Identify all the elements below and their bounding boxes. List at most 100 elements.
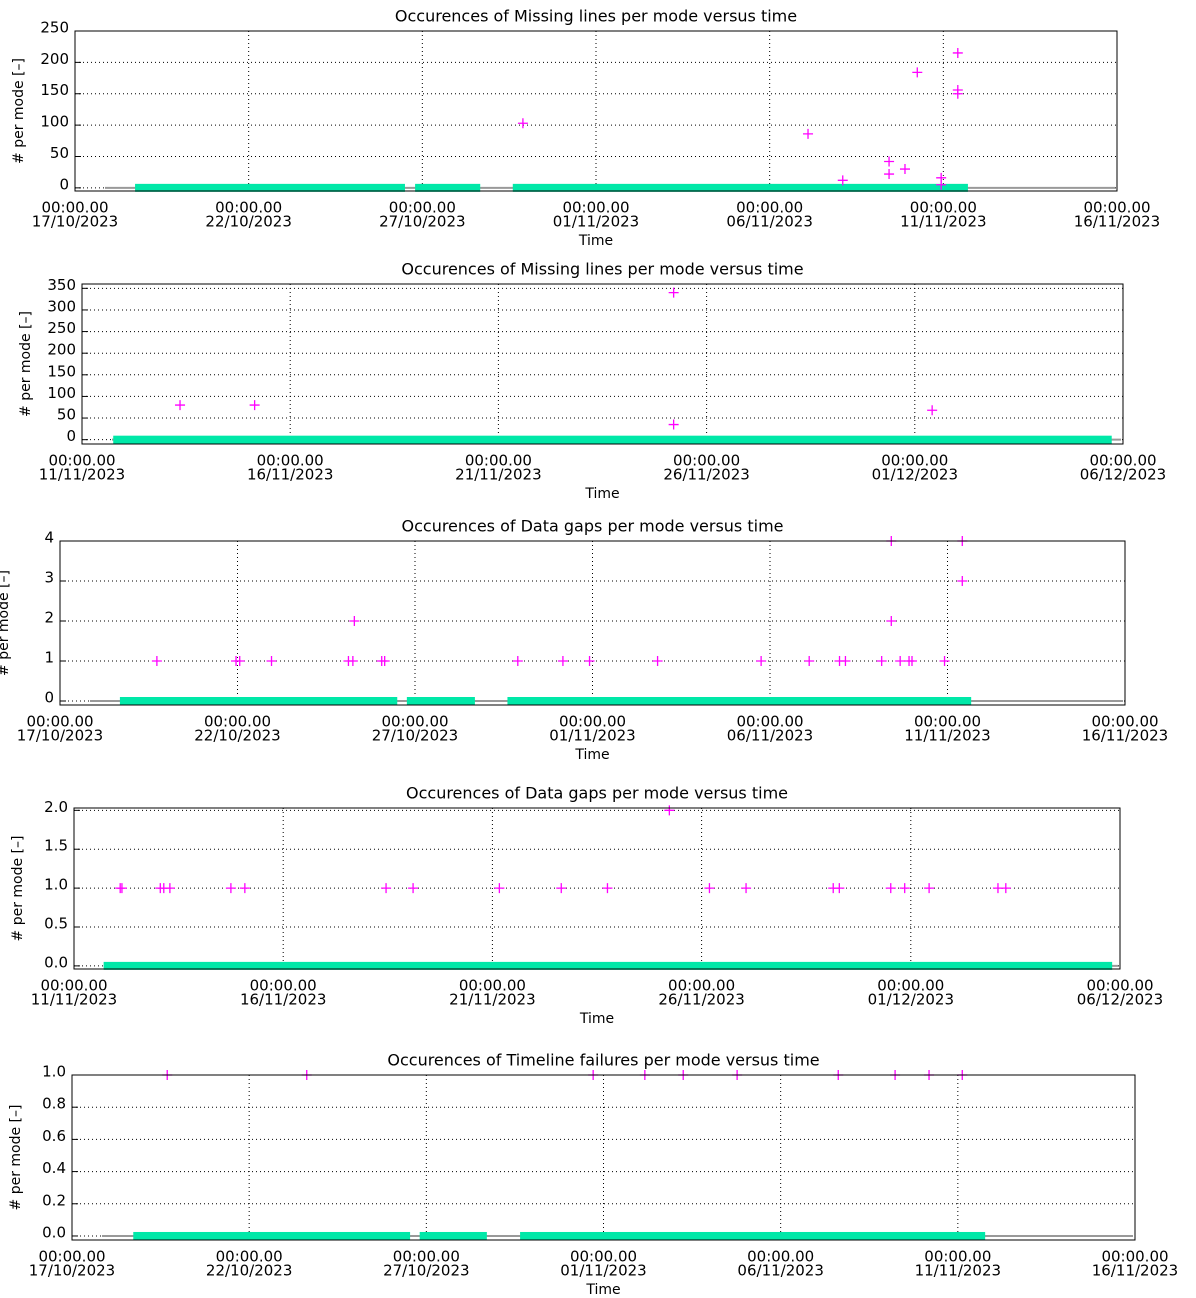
x-tick-label: 00:00.00 <box>1091 713 1158 731</box>
coverage-band <box>512 183 968 192</box>
coverage-band <box>520 1231 986 1240</box>
point <box>837 175 848 186</box>
point <box>804 656 815 666</box>
x-tick-label: 11/11/2023 <box>900 213 986 231</box>
coverage-band <box>406 697 475 705</box>
x-tick-label: 00:00.00 <box>459 977 526 995</box>
plot-frame <box>71 1074 1136 1241</box>
point <box>517 118 528 129</box>
point <box>556 883 567 894</box>
x-tick-label: 00:00.00 <box>389 199 456 217</box>
y-tick-label: 0 <box>66 427 76 445</box>
x-tick-label: 06/11/2023 <box>726 213 812 231</box>
point <box>602 883 613 894</box>
point <box>885 883 896 894</box>
coverage-band <box>113 435 1112 444</box>
y-tick-label: 250 <box>40 19 69 37</box>
chart-title: Occurences of Missing lines per mode ver… <box>395 7 797 26</box>
x-tick-label: 00:00.00 <box>562 199 629 217</box>
y-tick-label: 0.4 <box>42 1159 66 1177</box>
x-axis-label: Time <box>578 233 613 249</box>
point <box>803 128 814 139</box>
y-tick-label: 300 <box>47 297 76 315</box>
point <box>349 616 360 626</box>
y-tick-label: 0 <box>44 689 54 707</box>
x-axis-label: Time <box>584 486 619 502</box>
point <box>408 883 419 894</box>
point <box>249 400 260 411</box>
x-tick-label: 00:00.00 <box>881 452 948 470</box>
point <box>840 656 851 666</box>
coverage-band <box>415 183 481 192</box>
point <box>239 883 250 894</box>
point <box>1000 883 1011 894</box>
coverage-band <box>419 1231 487 1240</box>
y-tick-label: 0.6 <box>42 1127 66 1145</box>
plot-frame <box>81 283 1124 445</box>
y-tick-label: 150 <box>47 362 76 380</box>
point <box>876 656 887 666</box>
x-tick-label: 00:00.00 <box>668 977 735 995</box>
point <box>151 656 162 666</box>
x-tick-label: 00:00.00 <box>393 1248 460 1266</box>
coverage-band <box>135 183 405 192</box>
y-tick-label: 0 <box>59 175 69 193</box>
y-tick-label: 350 <box>47 276 76 294</box>
y-axis-label: # per mode [–] <box>10 836 26 942</box>
x-tick-label: 11/11/2023 <box>39 466 125 484</box>
point <box>741 883 752 894</box>
point <box>584 656 595 666</box>
x-tick-label: 01/12/2023 <box>872 466 958 484</box>
x-tick-label: 00:00.00 <box>48 452 115 470</box>
point <box>175 400 186 411</box>
y-tick-label: 150 <box>40 81 69 99</box>
chart-title: Occurences of Missing lines per mode ver… <box>401 260 803 279</box>
x-tick-label: 00:00.00 <box>204 713 271 731</box>
y-tick-label: 0.5 <box>44 915 68 933</box>
point <box>834 883 845 894</box>
y-tick-label: 1.0 <box>44 876 68 894</box>
x-tick-label: 16/11/2023 <box>1074 213 1160 231</box>
x-tick-label: 26/11/2023 <box>663 466 749 484</box>
x-tick-label: 00:00.00 <box>257 452 324 470</box>
point <box>927 405 938 416</box>
y-tick-label: 2 <box>44 609 54 627</box>
y-tick-label: 100 <box>40 113 69 131</box>
x-tick-label: 16/11/2023 <box>247 466 333 484</box>
x-tick-label: 00:00.00 <box>38 1248 105 1266</box>
point <box>912 67 923 78</box>
x-tick-label: 00:00.00 <box>41 199 108 217</box>
x-tick-label: 00:00.00 <box>736 713 803 731</box>
point <box>557 656 568 666</box>
x-tick-label: 00:00.00 <box>250 977 317 995</box>
x-tick-label: 06/11/2023 <box>737 1262 823 1280</box>
point <box>756 656 767 666</box>
x-tick-label: 17/10/2023 <box>17 727 103 745</box>
point <box>164 883 175 894</box>
x-axis-label: Time <box>574 747 609 763</box>
x-tick-label: 17/10/2023 <box>29 1262 115 1280</box>
x-tick-label: 27/10/2023 <box>379 213 465 231</box>
y-tick-label: 50 <box>57 406 76 424</box>
y-tick-label: 4 <box>44 529 54 547</box>
x-tick-label: 11/11/2023 <box>904 727 990 745</box>
chart-title: Occurences of Data gaps per mode versus … <box>406 784 788 803</box>
point <box>936 179 947 190</box>
x-tick-label: 22/10/2023 <box>206 1262 292 1280</box>
x-tick-label: 21/11/2023 <box>455 466 541 484</box>
point <box>886 616 897 626</box>
x-tick-label: 22/10/2023 <box>205 213 291 231</box>
y-tick-label: 1.5 <box>44 837 68 855</box>
y-tick-label: 100 <box>47 384 76 402</box>
x-tick-label: 00:00.00 <box>673 452 740 470</box>
x-tick-label: 00:00.00 <box>914 713 981 731</box>
point <box>952 47 963 58</box>
coverage-band <box>103 961 1113 970</box>
x-axis-label: Time <box>579 1011 614 1027</box>
x-tick-label: 00:00.00 <box>1086 977 1153 995</box>
x-tick-label: 01/12/2023 <box>868 991 954 1009</box>
x-tick-label: 00:00.00 <box>381 713 448 731</box>
x-tick-label: 01/11/2023 <box>560 1262 646 1280</box>
point <box>234 656 245 666</box>
